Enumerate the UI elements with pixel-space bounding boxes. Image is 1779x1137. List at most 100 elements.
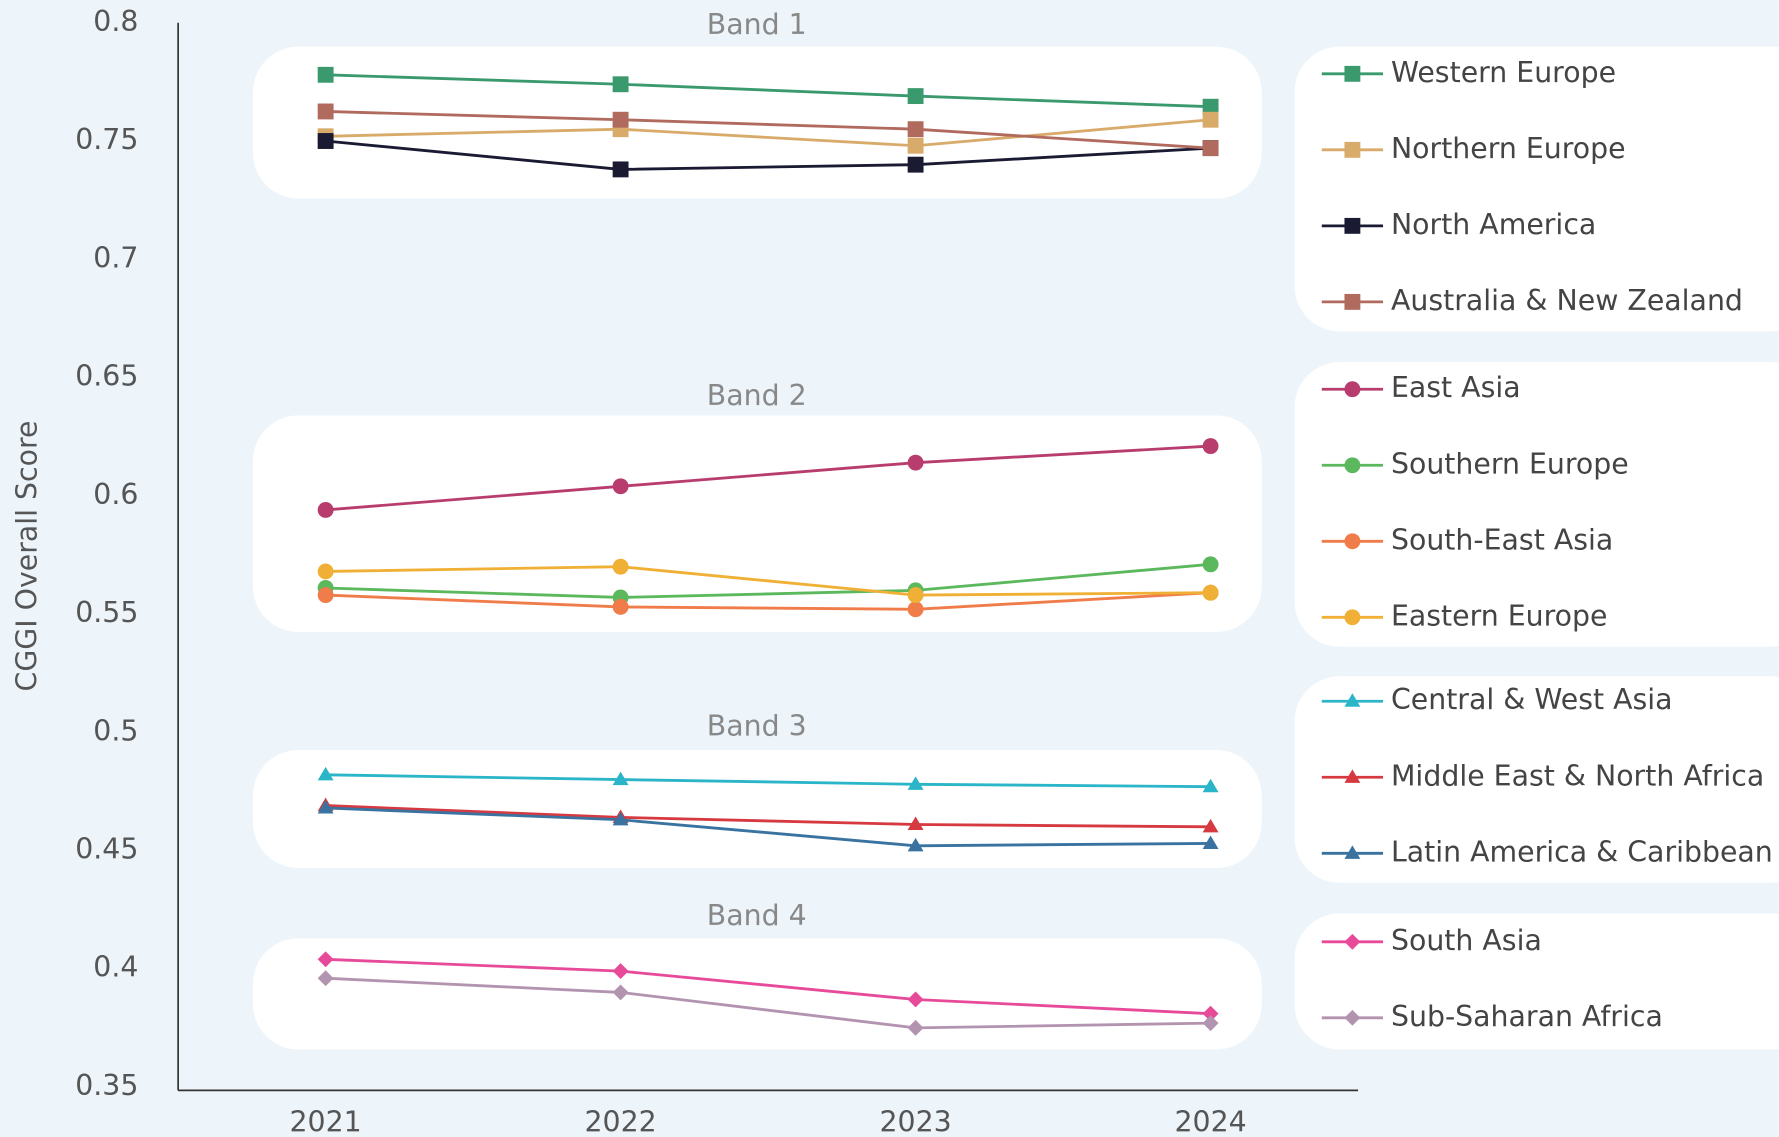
y-tick-label: 0.55 <box>75 596 138 629</box>
band-label: Band 4 <box>707 899 807 932</box>
marker <box>317 799 334 814</box>
marker <box>1202 438 1219 455</box>
marker <box>1202 778 1219 793</box>
series-line <box>325 562 1211 599</box>
marker <box>1344 457 1361 474</box>
marker <box>317 133 334 149</box>
marker <box>907 587 924 604</box>
series-line <box>325 110 1211 150</box>
y-tick-label: 0.7 <box>93 241 138 274</box>
legend-label: Eastern Europe <box>1391 599 1608 632</box>
band-label: Band 2 <box>707 379 807 412</box>
marker <box>317 766 334 781</box>
legend-label: East Asia <box>1391 371 1521 404</box>
legend-label: North America <box>1391 208 1596 241</box>
marker <box>317 587 334 604</box>
x-tick-label: 2021 <box>290 1105 362 1137</box>
marker <box>317 502 334 518</box>
marker <box>907 991 924 1008</box>
y-tick-label: 0.4 <box>93 951 138 984</box>
y-tick-label: 0.5 <box>93 714 138 747</box>
marker <box>1344 65 1361 82</box>
marker <box>612 161 629 178</box>
marker <box>907 776 924 790</box>
legend-label: Latin America & Caribbean <box>1391 835 1773 868</box>
series-line <box>325 976 1211 1030</box>
y-tick-label: 0.6 <box>93 478 138 511</box>
marker <box>317 563 334 580</box>
band-box <box>253 415 1262 633</box>
marker <box>612 76 629 93</box>
x-tick-label: 2024 <box>1174 1105 1246 1137</box>
marker <box>612 111 629 128</box>
band-box <box>253 46 1262 199</box>
legend-label: Central & West Asia <box>1391 683 1673 716</box>
y-axis-label: CGGI Overall Score <box>10 421 43 692</box>
y-tick-label: 0.45 <box>75 833 138 866</box>
band-label: Band 1 <box>707 8 807 41</box>
y-tick-label: 0.8 <box>93 5 138 38</box>
series-line <box>325 591 1211 611</box>
series-line <box>325 565 1211 597</box>
legend-box <box>1294 362 1779 647</box>
marker <box>1344 217 1361 234</box>
legend-box <box>1294 676 1779 883</box>
marker <box>907 837 924 852</box>
legend-box <box>1294 913 1779 1050</box>
legend-label: Northern Europe <box>1391 132 1626 165</box>
legend-label: Middle East & North Africa <box>1391 759 1764 792</box>
series-line <box>325 139 1211 171</box>
y-tick-label: 0.75 <box>75 123 138 156</box>
marker <box>1344 141 1361 158</box>
legend-label: South-East Asia <box>1391 523 1613 556</box>
marker <box>1202 818 1219 833</box>
marker <box>907 121 924 138</box>
marker <box>1344 381 1361 398</box>
marker <box>1344 693 1361 707</box>
series-line <box>325 773 1211 789</box>
band-box <box>253 750 1262 869</box>
legend-label: South Asia <box>1391 924 1542 957</box>
series-line <box>325 806 1211 848</box>
legend-box <box>1294 46 1779 332</box>
marker <box>1344 293 1361 310</box>
marker <box>1202 584 1219 601</box>
legend-label: Australia & New Zealand <box>1391 284 1743 317</box>
x-tick-label: 2023 <box>880 1105 952 1137</box>
marker <box>612 478 629 495</box>
series-line <box>325 957 1211 1016</box>
series-line <box>325 118 1211 148</box>
band-label: Band 3 <box>707 709 807 742</box>
marker <box>612 963 629 980</box>
marker <box>1344 769 1361 783</box>
marker <box>612 558 629 575</box>
marker <box>1202 98 1219 115</box>
marker <box>1202 140 1219 157</box>
marker <box>612 984 629 1001</box>
marker <box>612 598 629 615</box>
marker <box>907 454 924 471</box>
y-tick-label: 0.65 <box>75 360 138 393</box>
marker <box>317 103 334 120</box>
marker <box>907 156 924 173</box>
marker <box>1202 556 1219 573</box>
marker <box>612 771 629 786</box>
x-tick-label: 2022 <box>585 1105 657 1137</box>
legend-label: Sub-Saharan Africa <box>1391 1000 1663 1033</box>
band-box <box>253 938 1262 1050</box>
marker <box>1344 609 1361 626</box>
marker <box>1344 845 1361 859</box>
y-tick-label: 0.35 <box>75 1069 138 1102</box>
marker <box>612 811 629 826</box>
marker <box>1202 835 1219 849</box>
legend-label: Western Europe <box>1391 56 1616 89</box>
marker <box>1344 533 1361 550</box>
series-line <box>325 804 1211 829</box>
legend-label: Southern Europe <box>1391 447 1629 480</box>
marker <box>907 601 924 618</box>
series-line <box>325 73 1211 109</box>
marker <box>1202 111 1219 128</box>
series-line <box>325 444 1211 512</box>
marker <box>907 88 924 105</box>
